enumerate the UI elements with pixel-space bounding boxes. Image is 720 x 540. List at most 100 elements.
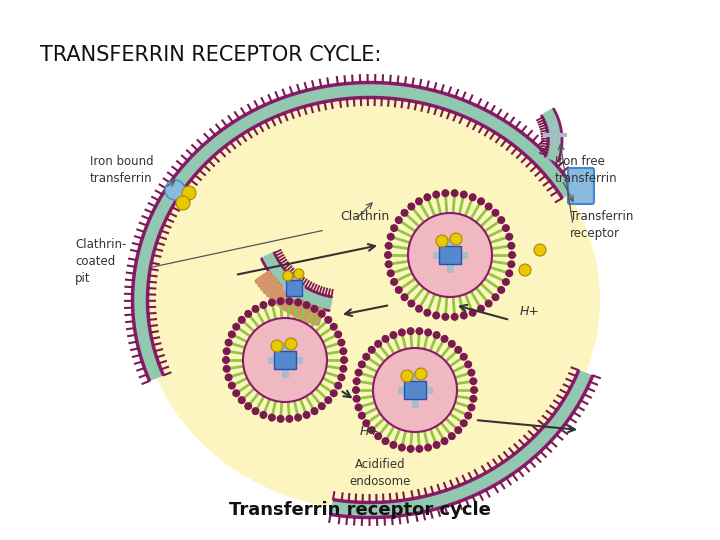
Circle shape <box>469 309 477 317</box>
Circle shape <box>423 193 431 201</box>
Circle shape <box>225 373 233 381</box>
Circle shape <box>433 331 441 339</box>
Circle shape <box>395 216 402 224</box>
Circle shape <box>424 328 432 336</box>
Circle shape <box>276 415 284 423</box>
Circle shape <box>271 340 283 352</box>
Circle shape <box>467 403 475 411</box>
Circle shape <box>390 441 397 449</box>
Circle shape <box>508 260 516 268</box>
Circle shape <box>387 269 395 277</box>
Circle shape <box>228 330 236 339</box>
Circle shape <box>477 197 485 205</box>
Circle shape <box>432 312 440 320</box>
Bar <box>439 246 461 264</box>
Circle shape <box>498 286 505 294</box>
Circle shape <box>534 244 546 256</box>
Ellipse shape <box>140 90 600 510</box>
Circle shape <box>294 269 304 279</box>
Circle shape <box>310 305 318 313</box>
Circle shape <box>338 373 346 381</box>
Circle shape <box>225 339 233 347</box>
Circle shape <box>467 369 475 376</box>
Circle shape <box>294 299 302 307</box>
Bar <box>286 280 302 296</box>
Circle shape <box>353 377 361 385</box>
Circle shape <box>460 353 468 361</box>
Circle shape <box>450 233 462 245</box>
Circle shape <box>228 382 236 389</box>
Circle shape <box>505 269 513 277</box>
Circle shape <box>384 251 392 259</box>
Circle shape <box>423 309 431 317</box>
Circle shape <box>505 233 513 241</box>
FancyBboxPatch shape <box>568 168 594 204</box>
Circle shape <box>454 426 462 434</box>
Circle shape <box>330 323 338 331</box>
Circle shape <box>469 193 477 201</box>
Circle shape <box>285 297 294 305</box>
Circle shape <box>358 360 366 368</box>
Circle shape <box>302 411 310 419</box>
Circle shape <box>318 402 325 410</box>
Circle shape <box>415 305 423 313</box>
Circle shape <box>492 209 500 217</box>
Circle shape <box>285 338 297 350</box>
Circle shape <box>464 411 472 420</box>
Circle shape <box>355 369 363 376</box>
Circle shape <box>519 264 531 276</box>
Circle shape <box>441 437 449 445</box>
Circle shape <box>259 301 267 309</box>
Circle shape <box>352 386 360 394</box>
Circle shape <box>485 202 492 211</box>
Circle shape <box>318 310 325 318</box>
Circle shape <box>330 389 338 397</box>
Circle shape <box>268 299 276 307</box>
Circle shape <box>382 437 390 445</box>
Circle shape <box>244 310 252 318</box>
Circle shape <box>460 191 468 199</box>
Circle shape <box>268 414 276 422</box>
Circle shape <box>338 339 346 347</box>
Circle shape <box>408 300 415 307</box>
Text: H+: H+ <box>360 425 380 438</box>
Circle shape <box>451 313 459 321</box>
Circle shape <box>384 242 392 250</box>
Circle shape <box>508 242 516 250</box>
Circle shape <box>222 347 230 355</box>
Circle shape <box>362 419 370 427</box>
Circle shape <box>324 396 332 404</box>
Text: Iron bound
transferrin: Iron bound transferrin <box>90 155 153 185</box>
Text: Clathrin: Clathrin <box>340 210 390 223</box>
Circle shape <box>310 407 318 415</box>
Circle shape <box>244 402 252 410</box>
Circle shape <box>415 368 427 380</box>
Text: H+: H+ <box>520 305 540 318</box>
Circle shape <box>373 348 457 432</box>
Circle shape <box>362 353 370 361</box>
Circle shape <box>285 415 294 423</box>
Circle shape <box>355 403 363 411</box>
Circle shape <box>276 297 284 305</box>
Circle shape <box>251 305 259 313</box>
Circle shape <box>334 330 342 339</box>
Circle shape <box>353 395 361 403</box>
Circle shape <box>460 419 468 427</box>
Circle shape <box>469 395 477 403</box>
Circle shape <box>259 411 267 419</box>
Circle shape <box>233 389 240 397</box>
Circle shape <box>382 335 390 343</box>
Circle shape <box>415 197 423 205</box>
Circle shape <box>441 313 449 321</box>
Circle shape <box>408 202 415 211</box>
Circle shape <box>436 235 448 247</box>
Circle shape <box>460 312 468 320</box>
Circle shape <box>407 327 415 335</box>
Circle shape <box>334 382 342 389</box>
Circle shape <box>238 396 246 404</box>
Circle shape <box>390 278 398 286</box>
Circle shape <box>424 443 432 451</box>
Circle shape <box>395 286 402 294</box>
Circle shape <box>339 347 347 355</box>
Circle shape <box>464 360 472 368</box>
